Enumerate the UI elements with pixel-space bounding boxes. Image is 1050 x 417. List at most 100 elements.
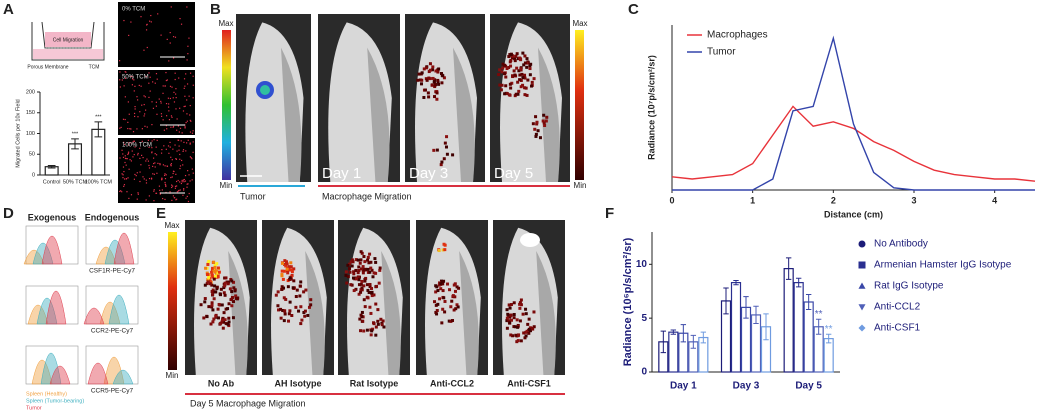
signal-pixel [521,312,525,316]
cell-dot [188,174,190,176]
signal-pixel [369,311,373,315]
signal-pixel [512,69,516,73]
group-label: Anti-CSF1 [507,378,551,388]
signal-pixel [203,283,207,287]
error-bar [743,296,749,319]
cell-dot [160,115,163,117]
cell-dot [172,195,175,197]
cell-dot [137,192,139,194]
cell-dot [176,198,178,200]
signal-pixel [512,312,516,316]
signal-pixel [350,264,354,268]
legend-marker [858,282,866,289]
signal-pixel [361,319,365,323]
signal-pixel [440,160,444,164]
signal-pixel [455,285,459,289]
signal-pixel [442,279,446,283]
signal-pixel [211,293,215,297]
cell-dot [155,154,158,156]
cell-dot [148,177,151,180]
signal-pixel [285,262,289,266]
signal-pixel [543,124,547,128]
histogram-curve [108,294,130,325]
signal-pixel [509,313,513,317]
cell-dot [165,184,167,186]
cell-dot [190,120,192,122]
legend-marker [858,324,866,332]
cell-dot [168,152,170,154]
signal-pixel [453,289,457,293]
signal-pixel [541,119,545,123]
signal-pixel [352,289,356,293]
signal-pixel [432,80,436,84]
signal-pixel [437,249,441,253]
legend-label: Macrophages [707,30,768,41]
signal-pixel [226,322,230,326]
signal-pixel [366,255,370,259]
signal-pixel [352,270,356,274]
cell-dot [151,152,153,154]
signal-pixel [345,281,349,285]
cell-dot [134,85,136,87]
cell-dot [126,191,128,193]
image-label: 50% TCM [122,75,149,81]
cell-dot [120,126,122,129]
signal-pixel [518,78,522,82]
cell-dot [175,108,177,110]
signal-pixel [223,284,227,288]
signal-pixel [507,55,511,59]
signal-pixel [359,313,363,317]
signal-pixel [207,305,211,309]
cell-dot [184,174,187,177]
signal-pixel [449,305,453,309]
signal-pixel [372,293,376,297]
signal-pixel [525,61,529,65]
signal-pixel [285,267,289,271]
cell-dot [141,128,143,130]
signal-pixel [531,327,535,331]
signal-pixel [452,308,456,312]
cell-dot [143,103,145,106]
cell-dot [165,148,167,150]
cell-dot [185,121,187,124]
signal-pixel [374,333,378,337]
cell-dot [144,125,146,127]
signal-pixel [518,319,522,323]
signal-pixel [354,277,358,281]
cell-dot [143,95,145,97]
cell-dot [144,113,146,115]
cell-dot [169,141,171,144]
signal-pixel [307,305,311,309]
cell-dot [170,176,172,179]
cell-dot [160,100,162,102]
signal-pixel [526,322,530,326]
error-bar [700,331,707,344]
y-axis-label: Radiance (10⁷p/s/cm²/sr) [646,55,656,160]
cell-dot [162,92,164,94]
signal-pixel [212,317,216,321]
signal-pixel [214,314,218,318]
signal-pixel [230,295,234,299]
cell-dot [159,162,161,165]
signal-pixel [500,83,504,87]
cell-dot [134,105,136,108]
scale-label: Max [218,19,233,28]
bar [730,282,742,373]
signal-pixel [369,291,373,295]
marker-label: CCR5-PE-Cy7 [91,388,134,395]
signal-pixel [292,267,296,271]
cell-dot [173,170,175,173]
signal-pixel [455,303,459,307]
cell-dot [192,151,194,153]
cell-dot [124,118,126,121]
signal-pixel [234,296,238,300]
signal-pixel [435,91,439,95]
signal-pixel [230,290,234,294]
histogram-curve [112,369,134,385]
signal-pixel [360,288,364,292]
legend-marker [858,304,866,311]
cell-dot [172,57,175,59]
signal-pixel [210,290,214,294]
signal-pixel [422,67,426,71]
